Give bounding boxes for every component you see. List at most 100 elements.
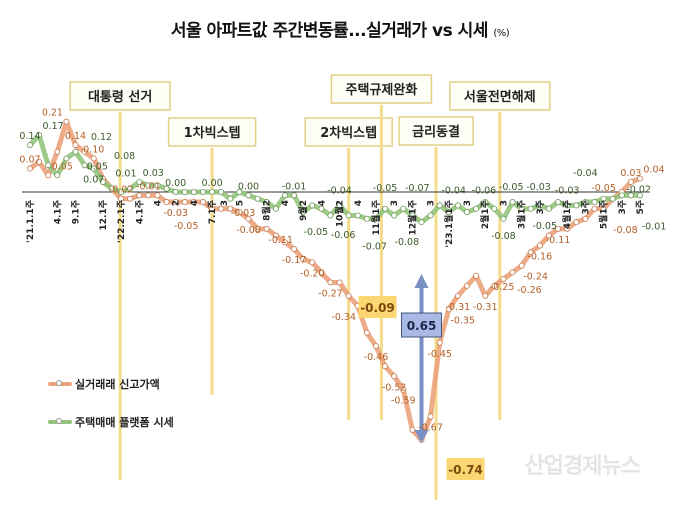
data-point-0 (291, 245, 298, 252)
data-point-1 (118, 188, 125, 195)
data-point-1 (555, 199, 562, 206)
x-tick-label: 7.1주 (207, 200, 218, 224)
data-point-0 (154, 192, 161, 199)
event-box (398, 116, 474, 146)
data-label: -0.08 (395, 237, 420, 248)
data-label: -0.04 (573, 168, 598, 179)
data-point-1 (190, 188, 197, 195)
x-tick-label: 12.1주 (98, 200, 109, 231)
data-point-0 (236, 209, 243, 216)
data-point-0 (536, 242, 543, 249)
data-label: -0.01 (136, 181, 161, 192)
data-point-0 (72, 142, 79, 149)
data-point-0 (564, 225, 571, 232)
data-point-0 (190, 199, 197, 206)
event-box (330, 74, 433, 104)
data-label: 0.04 (643, 165, 664, 176)
data-point-0 (482, 292, 489, 299)
data-point-1 (172, 188, 179, 195)
data-point-1 (199, 188, 206, 195)
data-point-1 (136, 178, 143, 185)
data-point-1 (72, 148, 79, 155)
data-point-1 (473, 205, 480, 212)
data-point-1 (609, 195, 616, 202)
data-point-1 (218, 188, 225, 195)
data-point-0 (409, 426, 416, 433)
data-point-0 (591, 205, 598, 212)
x-tick-label: 3 (427, 200, 437, 206)
data-label: -0.05 (532, 221, 557, 232)
data-point-1 (63, 155, 70, 162)
x-tick-label: 4 (190, 200, 200, 206)
legend-label: 주택매매 플랫폼 시세 (75, 416, 174, 429)
data-point-0 (245, 215, 252, 222)
data-point-1 (627, 192, 634, 199)
data-label: -0.01 (642, 221, 667, 232)
data-point-0 (637, 175, 644, 182)
data-point-1 (409, 212, 416, 219)
data-label: -0.03 (555, 185, 580, 196)
x-tick-label: 5월1주 (598, 200, 610, 229)
data-label: -0.31 (473, 302, 498, 313)
data-point-1 (127, 185, 134, 192)
data-point-1 (600, 195, 607, 202)
data-point-0 (218, 205, 225, 212)
data-point-0 (118, 195, 125, 202)
data-label: -0.04 (327, 185, 352, 196)
data-point-1 (318, 205, 325, 212)
data-point-1 (227, 195, 234, 202)
event-label: 대통령 선거 (88, 89, 152, 105)
data-point-1 (527, 205, 534, 212)
data-point-0 (209, 205, 216, 212)
data-label: -0.17 (282, 255, 307, 266)
data-label: -0.05 (591, 183, 616, 194)
x-tick-label: 2월1주 (479, 200, 491, 229)
data-label: 0.05 (87, 161, 108, 172)
data-label: -0.45 (427, 349, 452, 360)
data-point-1 (145, 182, 152, 189)
data-point-0 (309, 259, 316, 266)
data-point-1 (263, 199, 270, 206)
data-label: -0.05 (373, 183, 398, 194)
legend-item-actual: 실거래래 신고가액 (48, 376, 160, 392)
data-label: -0.02 (109, 185, 134, 196)
event-label: 금리동결 (412, 124, 460, 140)
data-point-1 (309, 202, 316, 209)
data-label: 0.08 (114, 151, 135, 162)
event-label: 2차빅스텝 (320, 125, 377, 141)
data-label: -0.25 (490, 282, 515, 293)
data-point-1 (436, 202, 443, 209)
data-point-1 (81, 162, 88, 169)
data-point-1 (327, 212, 334, 219)
data-label: -0.34 (331, 312, 356, 323)
data-label: -0.07 (405, 183, 430, 194)
data-label: -0.08 (236, 225, 261, 236)
data-point-1 (36, 132, 43, 139)
callout-orange-low-box (446, 458, 485, 480)
x-tick-label: '21.1.1주 (25, 200, 36, 243)
data-label: 0.03 (143, 168, 164, 179)
data-point-1 (491, 205, 498, 212)
data-point-1 (26, 142, 33, 149)
data-point-0 (281, 239, 288, 246)
data-point-0 (163, 199, 170, 206)
data-label: -0.31 (446, 302, 471, 313)
data-label: 0.07 (83, 175, 104, 186)
data-point-0 (527, 249, 534, 256)
data-label: -0.27 (318, 288, 343, 299)
x-tick-label: 12월1주 (406, 200, 418, 235)
legend-label: 실거래래 신고가액 (75, 378, 160, 391)
data-point-0 (45, 172, 52, 179)
data-point-0 (491, 282, 498, 289)
data-point-1 (564, 202, 571, 209)
x-tick-label: 2 (172, 200, 182, 206)
data-point-0 (372, 343, 379, 350)
data-point-0 (391, 373, 398, 380)
data-point-1 (591, 199, 598, 206)
data-label: -0.24 (523, 272, 548, 283)
data-point-1 (363, 215, 370, 222)
gap-box (400, 312, 442, 338)
data-label: -0.11 (268, 235, 293, 246)
data-point-0 (263, 225, 270, 232)
